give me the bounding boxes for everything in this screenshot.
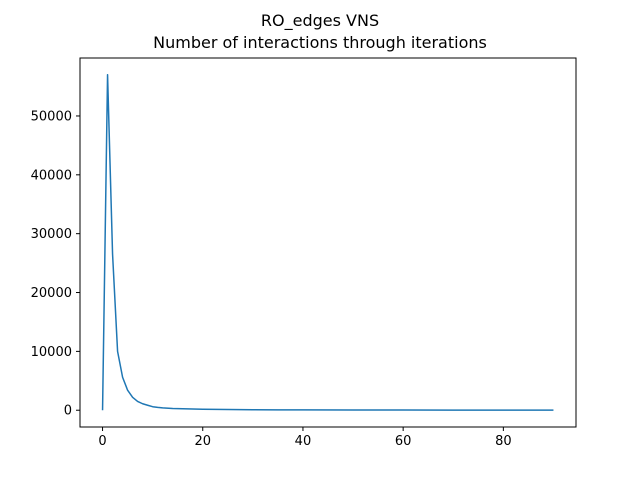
y-tick-label: 50000 <box>31 109 72 124</box>
x-tick-label: 40 <box>295 434 312 449</box>
y-tick-label: 20000 <box>31 286 72 301</box>
x-tick-label: 80 <box>495 434 512 449</box>
axes-frame <box>79 57 577 428</box>
series-layer <box>101 74 554 411</box>
chart-title: RO_edges VNS <box>260 11 380 30</box>
chart-subtitle: Number of interactions through iteration… <box>153 33 487 52</box>
x-axis: 0 20 40 60 80 <box>98 427 512 449</box>
y-tick-label: 10000 <box>31 345 72 360</box>
y-axis: 0 10000 20000 30000 40000 50000 <box>31 109 80 419</box>
x-tick-label: 20 <box>194 434 211 449</box>
y-tick-label: 30000 <box>31 227 72 242</box>
x-tick-label: 60 <box>395 434 412 449</box>
series-line-0 <box>101 74 554 411</box>
x-tick-label: 0 <box>98 434 106 449</box>
y-tick-label: 40000 <box>31 168 72 183</box>
y-tick-label: 0 <box>64 404 72 419</box>
